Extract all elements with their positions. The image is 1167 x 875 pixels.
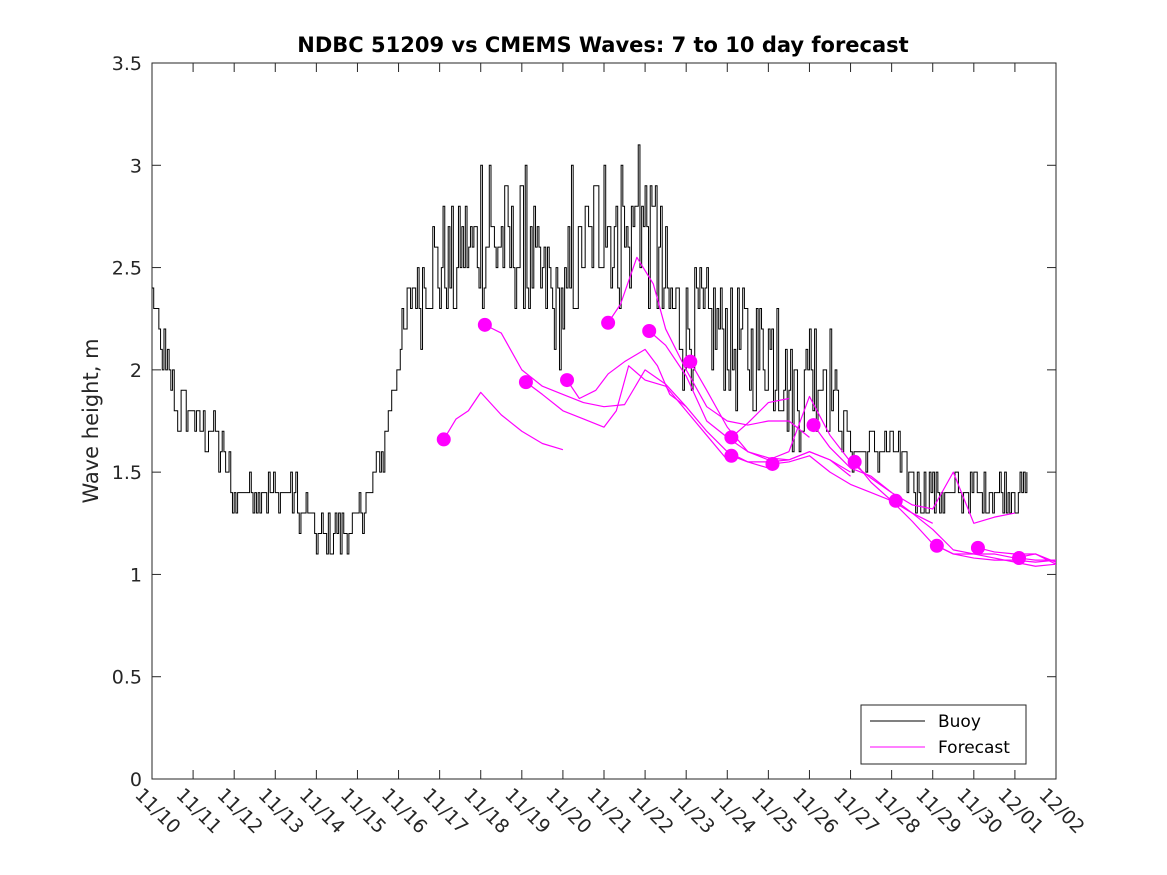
forecast-start-point-12 [847, 454, 862, 469]
legend-buoy-label: Buoy [938, 712, 981, 732]
forecast-start-point-10 [765, 456, 780, 471]
forecast-start-point-4 [560, 373, 575, 388]
forecast-start-point-8 [724, 430, 739, 445]
y-tick-label: 0 [130, 769, 142, 791]
forecast-start-point-2 [477, 317, 492, 332]
legend-box [860, 704, 1027, 765]
forecast-start-point-3 [518, 375, 533, 390]
legend-forecast-label: Forecast [938, 738, 1010, 758]
forecast-start-point-11 [806, 418, 821, 433]
y-tick-label: 1 [130, 564, 142, 586]
y-tick-label: 2 [130, 360, 142, 382]
forecast-line-9 [731, 451, 851, 473]
forecast-line-14 [936, 545, 1056, 563]
forecast-start-point-16 [1012, 551, 1027, 566]
forecast-start-point-15 [970, 540, 985, 555]
forecast-line-2 [484, 324, 687, 408]
legend: Buoy Forecast [860, 704, 1027, 765]
forecast-start-point-7 [683, 354, 698, 369]
forecast-line-3 [525, 365, 728, 461]
forecast-line-5 [607, 256, 810, 438]
forecast-start-point-14 [929, 538, 944, 553]
forecast-start-point-9 [724, 448, 739, 463]
buoy-line [152, 144, 1028, 555]
y-axis-label: Wave height, m [79, 338, 103, 503]
y-tick-label: 0.5 [112, 667, 142, 689]
forecast-start-point-5 [601, 315, 616, 330]
y-tick-label: 2.5 [112, 258, 142, 280]
forecast-line-10 [772, 455, 933, 524]
chart-title: NDBC 51209 vs CMEMS Waves: 7 to 10 day f… [297, 33, 908, 57]
forecast-line-11 [813, 424, 1016, 524]
y-tick-label: 3.5 [112, 53, 142, 75]
forecast-line-1 [443, 391, 564, 451]
forecast-line-13 [895, 500, 1056, 567]
y-tick-label: 1.5 [112, 462, 142, 484]
forecast-start-point-13 [888, 493, 903, 508]
y-tick-label: 3 [130, 155, 142, 177]
forecast-line-8 [730, 397, 790, 438]
forecast-start-point-6 [642, 323, 657, 338]
forecast-start-point-1 [436, 432, 451, 447]
